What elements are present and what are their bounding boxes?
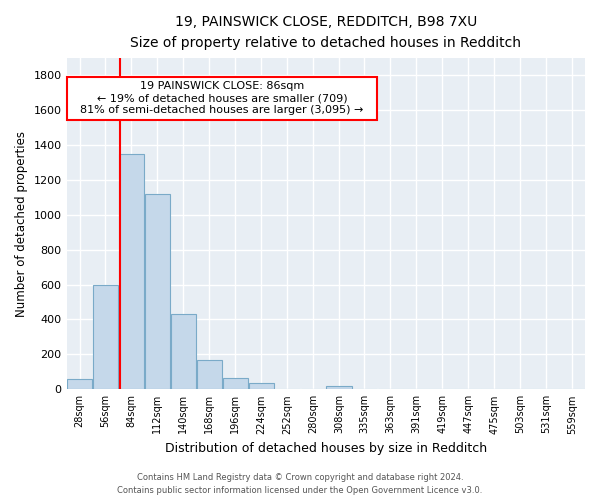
Y-axis label: Number of detached properties: Number of detached properties xyxy=(15,130,28,316)
Bar xyxy=(170,314,196,390)
Text: 81% of semi-detached houses are larger (3,095) →: 81% of semi-detached houses are larger (… xyxy=(80,106,364,116)
Text: 19 PAINSWICK CLOSE: 86sqm: 19 PAINSWICK CLOSE: 86sqm xyxy=(140,82,304,92)
Text: Contains HM Land Registry data © Crown copyright and database right 2024.
Contai: Contains HM Land Registry data © Crown c… xyxy=(118,474,482,495)
X-axis label: Distribution of detached houses by size in Redditch: Distribution of detached houses by size … xyxy=(165,442,487,455)
Bar xyxy=(145,194,170,390)
Bar xyxy=(248,383,274,390)
Bar xyxy=(67,379,92,390)
Title: 19, PAINSWICK CLOSE, REDDITCH, B98 7XU
Size of property relative to detached hou: 19, PAINSWICK CLOSE, REDDITCH, B98 7XU S… xyxy=(130,15,521,50)
Bar xyxy=(223,378,248,390)
Bar xyxy=(326,386,352,390)
Bar xyxy=(197,360,222,390)
Bar xyxy=(119,154,144,390)
Bar xyxy=(93,284,118,390)
Text: ← 19% of detached houses are smaller (709): ← 19% of detached houses are smaller (70… xyxy=(97,94,347,104)
Bar xyxy=(67,77,377,120)
